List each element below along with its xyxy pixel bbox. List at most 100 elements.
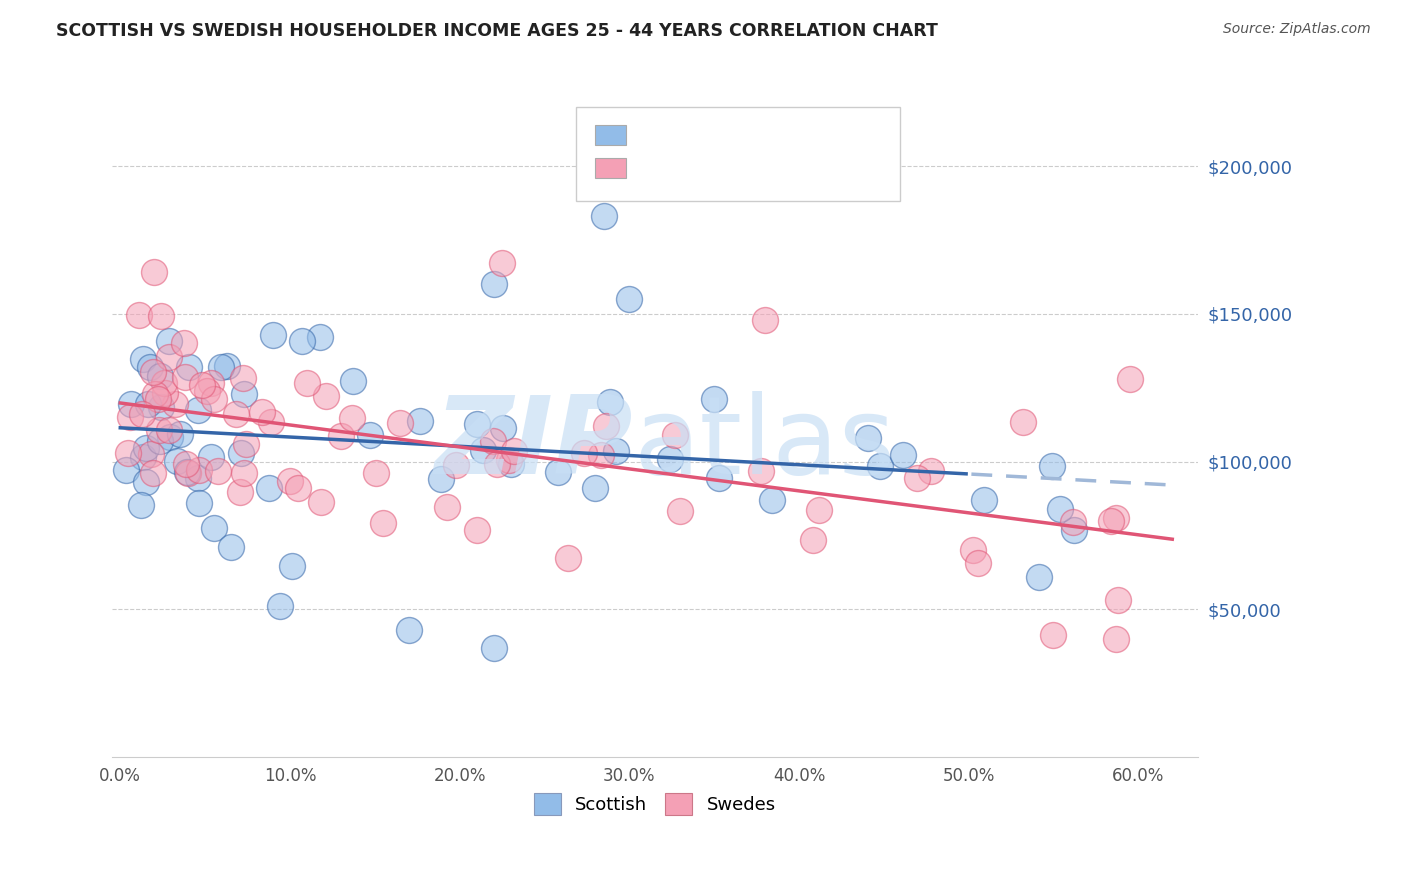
Point [754,312,776,326]
Point [342,374,364,388]
Point [557,551,579,566]
Point [398,623,420,637]
Text: SCOTTISH VS SWEDISH HOUSEHOLDER INCOME AGES 25 - 44 YEARS CORRELATION CHART: SCOTTISH VS SWEDISH HOUSEHOLDER INCOME A… [56,22,938,40]
Point [503,443,526,458]
Point [973,493,995,508]
Point [290,334,312,348]
Point [188,496,211,510]
Point [142,264,165,278]
Point [1042,628,1064,642]
Text: -0.511: -0.511 [679,158,744,176]
Point [287,481,309,495]
Point [359,428,381,442]
Point [891,448,914,462]
Point [257,481,280,495]
Point [707,471,730,485]
Point [174,458,197,472]
Point [142,365,165,379]
Point [491,256,513,270]
Point [669,504,692,518]
Point [444,458,467,472]
Point [278,475,301,489]
Point [232,387,254,401]
Point [572,445,595,459]
Point [149,434,172,448]
Point [1099,515,1122,529]
Point [169,427,191,442]
Point [173,336,195,351]
Text: N =: N = [759,125,799,143]
Point [200,450,222,464]
Point [297,376,319,390]
Text: R =: R = [634,125,673,143]
Point [1028,570,1050,584]
Point [157,424,180,438]
Point [869,458,891,473]
Point [471,443,494,458]
Point [482,640,505,655]
Point [195,384,218,398]
Text: N =: N = [759,158,799,176]
Point [1105,632,1128,646]
Point [235,437,257,451]
Point [129,498,152,512]
Point [308,329,330,343]
Point [177,466,200,480]
Point [229,485,252,500]
Point [135,441,157,455]
Point [219,541,242,555]
Point [142,466,165,480]
Point [498,452,520,467]
Point [481,434,503,449]
Point [1107,593,1129,607]
Point [761,493,783,508]
Point [492,421,515,435]
Point [920,464,942,478]
Point [148,392,170,406]
Point [1012,415,1035,429]
Text: atlas: atlas [633,392,896,498]
Point [262,328,284,343]
Point [281,558,304,573]
Point [905,471,928,485]
Point [149,368,172,383]
Point [191,378,214,392]
Point [664,428,686,442]
Point [120,397,142,411]
Point [159,429,181,443]
Point [202,392,225,407]
Text: R =: R = [634,158,673,176]
Point [225,407,247,421]
Point [132,351,155,366]
Point [138,397,160,411]
Point [856,431,879,445]
Text: ZIP: ZIP [434,392,633,498]
Point [1063,523,1085,537]
Point [807,503,830,517]
Point [1040,458,1063,473]
Point [132,450,155,465]
Point [155,385,177,400]
Point [233,467,256,481]
Point [364,466,387,480]
Text: 72: 72 [801,158,827,176]
Point [200,376,222,390]
Text: Source: ZipAtlas.com: Source: ZipAtlas.com [1223,22,1371,37]
Text: 58: 58 [801,125,827,143]
Point [967,557,990,571]
Point [202,521,225,535]
Point [166,453,188,467]
Point [465,523,488,537]
Point [585,481,607,495]
Point [342,411,364,425]
Point [803,533,825,547]
Point [430,472,453,486]
Point [260,415,283,429]
Point [250,405,273,419]
Point [619,292,641,306]
Point [149,310,172,324]
Point [128,308,150,322]
Point [599,395,621,409]
Point [187,470,209,484]
Point [485,457,508,471]
